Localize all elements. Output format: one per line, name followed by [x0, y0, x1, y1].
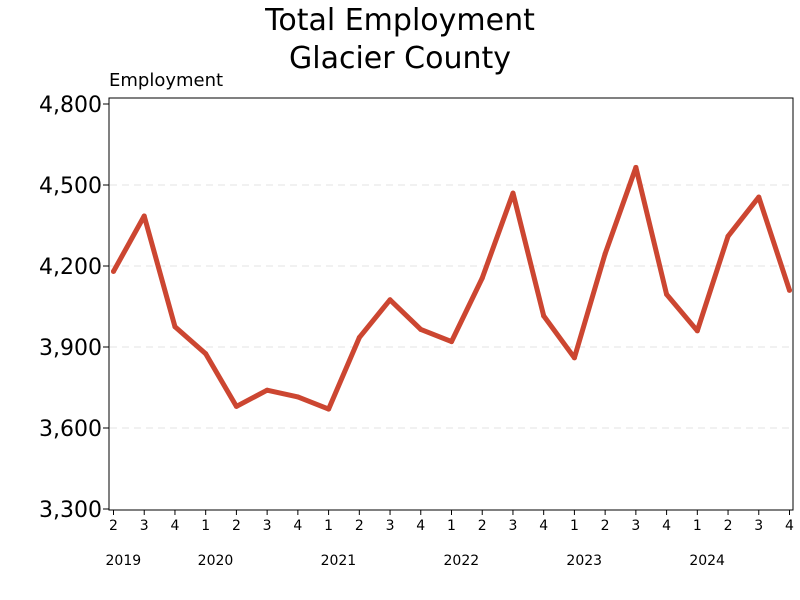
x-tick-label: 3	[263, 518, 272, 534]
data-point	[571, 355, 577, 361]
x-tick-label: 3	[140, 518, 149, 534]
y-tick-label: 4,500	[39, 174, 102, 199]
data-point	[111, 268, 116, 274]
x-tick-label: 2	[478, 518, 487, 534]
x-tick-label: 2	[109, 518, 118, 534]
x-year-label: 2019	[106, 553, 142, 569]
x-tick-label: 4	[416, 518, 425, 534]
data-point	[295, 394, 301, 400]
x-tick-label: 4	[293, 518, 302, 534]
series-line	[111, 164, 792, 412]
data-point	[787, 287, 792, 293]
data-point	[172, 324, 178, 330]
data-point	[602, 251, 608, 257]
x-year-label: 2021	[321, 553, 357, 569]
plot-area-frame	[108, 97, 794, 511]
data-point	[264, 387, 270, 393]
y-axis: 3,300 3,600 3,900 4,200 4,500 4,800	[39, 93, 109, 523]
x-tick-label: 1	[447, 518, 456, 534]
x-tick-label: 1	[201, 518, 210, 534]
x-axis: 2 3 4 1 2 3 4 1 2 3 4 1 2 3 4 1 2 3 4 1 2 3 4 2019 2020 2021 2022 2…	[106, 510, 794, 569]
data-point	[510, 190, 516, 196]
chart-title-line-2: Glacier County	[289, 41, 511, 76]
x-tick-label: 1	[570, 518, 579, 534]
data-point	[479, 275, 485, 281]
x-year-label: 2023	[566, 553, 602, 569]
series-layer	[111, 164, 792, 412]
x-tick-label: 3	[386, 518, 395, 534]
data-point	[694, 328, 700, 334]
data-point	[203, 351, 209, 357]
grid-lines	[110, 184, 792, 429]
x-tick-label: 3	[631, 518, 640, 534]
data-point	[141, 213, 147, 219]
x-year-label: 2022	[444, 553, 480, 569]
data-point	[326, 406, 332, 412]
x-tick-label: 4	[662, 518, 671, 534]
x-tick-label: 1	[324, 518, 333, 534]
y-tick-label: 3,900	[39, 336, 102, 361]
x-tick-label: 2	[724, 518, 733, 534]
x-tick-label: 4	[170, 518, 179, 534]
data-point	[233, 403, 239, 409]
x-year-label: 2020	[198, 553, 234, 569]
y-tick-label: 4,200	[39, 255, 102, 280]
x-tick-label: 2	[355, 518, 364, 534]
data-point	[418, 326, 424, 332]
data-point	[449, 339, 454, 345]
x-year-label: 2024	[689, 553, 725, 569]
x-tick-label: 3	[508, 518, 517, 534]
data-point	[725, 233, 731, 239]
data-point	[664, 291, 670, 297]
x-tick-label: 2	[601, 518, 610, 534]
data-point	[756, 194, 762, 200]
data-point	[541, 313, 547, 319]
x-tick-label: 2	[232, 518, 241, 534]
y-axis-label: Employment	[109, 70, 223, 91]
x-tick-label: 4	[785, 518, 794, 534]
data-point	[387, 297, 393, 303]
x-tick-label: 4	[539, 518, 548, 534]
y-tick-label: 3,600	[39, 417, 102, 442]
data-point	[633, 164, 639, 170]
x-tick-label: 1	[693, 518, 702, 534]
data-point	[356, 335, 362, 341]
y-tick-label: 3,300	[39, 498, 102, 523]
x-tick-label: 3	[754, 518, 763, 534]
chart-title-line-1: Total Employment	[264, 3, 535, 38]
y-tick-label: 4,800	[39, 93, 102, 118]
